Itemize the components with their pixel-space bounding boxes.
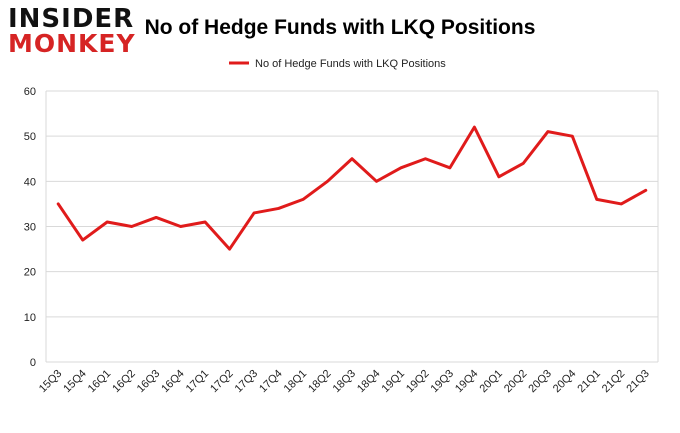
- axes: [45, 91, 659, 362]
- x-tick-labels: 15Q315Q416Q116Q216Q316Q417Q117Q217Q317Q4…: [37, 368, 652, 396]
- y-tick-label: 0: [30, 357, 36, 369]
- data-point: [644, 189, 647, 192]
- x-tick-label: 17Q3: [233, 368, 261, 396]
- data-point: [399, 166, 403, 169]
- x-tick-label: 20Q1: [477, 368, 505, 396]
- series-line: [56, 125, 648, 251]
- data-point: [179, 225, 182, 228]
- x-tick-label: 19Q4: [453, 368, 481, 396]
- data-point: [106, 220, 109, 224]
- x-tick-label: 19Q3: [429, 368, 457, 396]
- data-point: [203, 220, 207, 224]
- y-tick-label: 50: [24, 131, 36, 143]
- x-tick-label: 17Q1: [184, 368, 212, 396]
- y-tick-labels: 0 10 20 30 40 50 60: [24, 86, 36, 369]
- x-tick-label: 20Q2: [502, 368, 530, 396]
- data-point: [252, 211, 256, 215]
- x-tick-label: 18Q2: [306, 368, 334, 396]
- data-point: [473, 125, 476, 129]
- insider-monkey-logo: INSIDER MONKEY: [4, 2, 135, 58]
- x-tick-label: 16Q4: [159, 368, 187, 396]
- x-tick-label: 17Q4: [257, 368, 285, 396]
- y-tick-label: 60: [24, 86, 36, 98]
- data-point: [277, 207, 280, 210]
- data-point: [424, 157, 427, 160]
- y-tick-label: 10: [24, 312, 36, 324]
- grid-lines: [46, 90, 658, 363]
- logo-line-1: INSIDER: [8, 4, 135, 34]
- x-tick-label: 21Q1: [575, 368, 603, 396]
- y-tick-label: 30: [24, 222, 36, 234]
- x-tick-label: 21Q2: [600, 368, 628, 396]
- data-point: [546, 130, 550, 133]
- data-point: [571, 134, 574, 138]
- data-point: [154, 216, 158, 219]
- data-point: [595, 198, 598, 201]
- x-tick-label: 16Q1: [86, 368, 114, 396]
- y-tick-label: 20: [24, 267, 36, 279]
- data-point: [522, 162, 525, 165]
- data-point: [448, 166, 452, 169]
- data-point: [130, 225, 133, 228]
- x-tick-label: 20Q3: [526, 368, 554, 396]
- x-tick-label: 15Q3: [37, 368, 65, 396]
- x-tick-label: 21Q3: [624, 368, 652, 396]
- x-tick-label: 17Q2: [208, 368, 236, 396]
- chart-title: No of Hedge Funds with LKQ Positions: [144, 16, 536, 39]
- data-point: [497, 175, 501, 179]
- data-point: [375, 180, 378, 183]
- x-tick-label: 19Q1: [380, 368, 408, 396]
- x-tick-label: 19Q2: [404, 368, 432, 396]
- legend-label: No of Hedge Funds with LKQ Positions: [255, 58, 446, 70]
- x-tick-label: 18Q3: [331, 368, 359, 396]
- data-point: [620, 202, 623, 206]
- x-tick-label: 16Q3: [135, 368, 163, 396]
- legend: No of Hedge Funds with LKQ Positions: [229, 58, 446, 70]
- x-tick-label: 16Q2: [110, 368, 138, 396]
- data-point: [350, 157, 354, 160]
- series-layer: [56, 125, 648, 251]
- x-tick-label: 18Q4: [355, 368, 383, 396]
- data-point: [81, 238, 84, 242]
- logo-line-2: MONKEY: [8, 29, 136, 58]
- data-point: [57, 202, 60, 206]
- x-tick-label: 15Q4: [61, 368, 89, 396]
- x-tick-label: 20Q4: [551, 368, 579, 396]
- data-point: [326, 180, 329, 183]
- data-point: [301, 198, 305, 201]
- x-tick-label: 18Q1: [282, 368, 310, 396]
- data-point: [228, 247, 231, 251]
- y-tick-label: 40: [24, 176, 36, 188]
